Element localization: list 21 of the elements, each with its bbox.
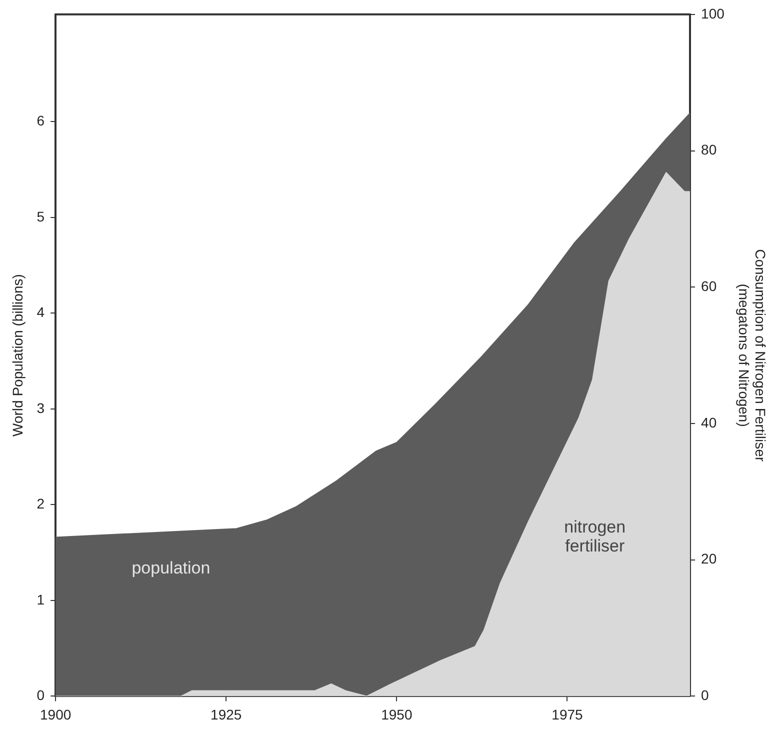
y-tick-label: 6 [36,112,45,129]
y2-axis-title: Consumption of Nitrogen Fertiliser (megatons of Nitrogen) [736,249,769,462]
x-tick-label: 1950 [381,706,412,722]
y2-tick-label: 0 [701,687,710,704]
y-tick-label: 3 [36,400,45,416]
y-tick-label: 5 [36,208,45,224]
y-tick-label: 1 [36,591,45,608]
y2-tick-label: 20 [701,550,717,567]
y-tick-label: 2 [36,496,45,512]
x-tick-label: 1900 [40,706,72,722]
y2-tick-label: 100 [701,5,725,22]
x-tick-label: 1975 [552,706,584,722]
y2-tick-label: 60 [701,278,717,294]
y-tick-label: 4 [36,304,45,320]
y-tick-label: 0 [36,687,45,704]
x-tick-label: 1925 [210,706,242,722]
y-axis-title: World Population (billions) [9,274,26,436]
y2-tick-label: 40 [701,414,717,430]
y2-tick-label: 80 [701,142,717,158]
series-label: population [132,558,210,578]
series-label: nitrogen fertiliser [564,518,626,556]
